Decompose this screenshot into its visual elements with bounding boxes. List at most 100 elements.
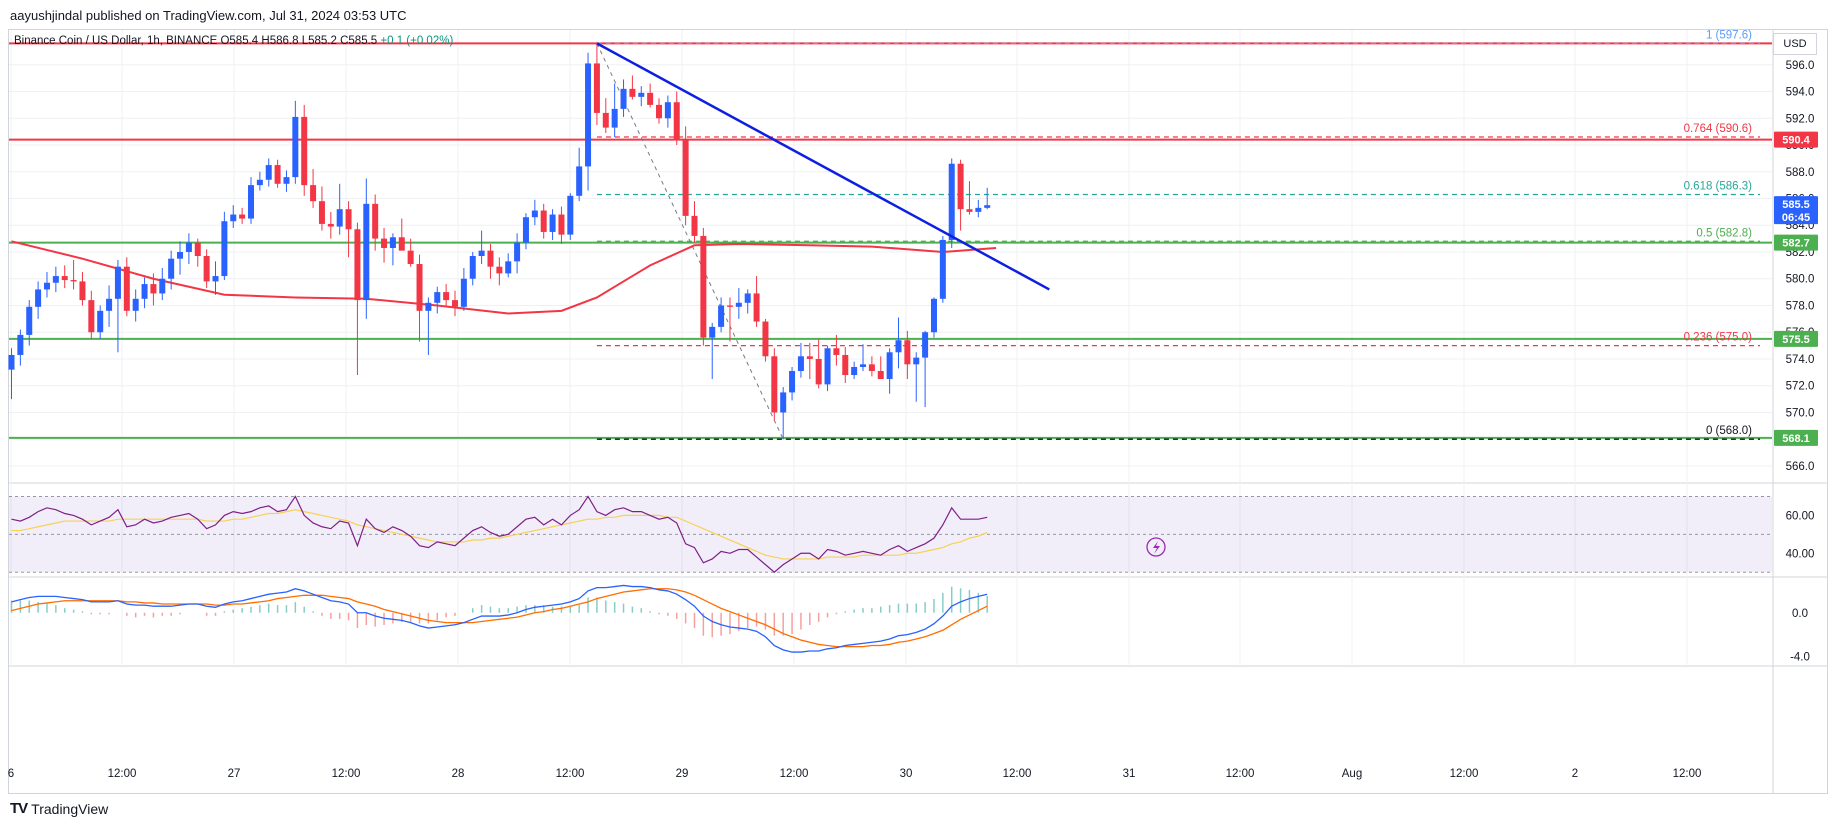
- candle: [833, 334, 840, 366]
- fib-retracement: 1 (597.6) 0.764 (590.6) 0.618 (586.3) 0.5 (…: [596, 29, 1760, 440]
- candle-body: [735, 302, 742, 307]
- candle-body: [531, 210, 538, 218]
- candle-body: [469, 256, 476, 279]
- candle-body: [35, 289, 42, 307]
- tradingview-logo[interactable]: TV TradingView: [10, 800, 108, 817]
- candle-body: [141, 284, 148, 299]
- price-tick-label: 566.0: [1786, 461, 1815, 473]
- price-tag-label: 585.5: [1782, 199, 1810, 211]
- legend-change: +0.1 (+0.02%): [380, 35, 454, 47]
- candle-body: [61, 276, 68, 281]
- time-tick-label: 27: [228, 768, 241, 780]
- candle: [602, 98, 609, 133]
- candle-body: [97, 310, 104, 333]
- candle-body: [780, 392, 787, 413]
- candle: [913, 352, 920, 402]
- candle-body: [425, 302, 432, 311]
- candle: [301, 104, 308, 196]
- candle: [407, 238, 414, 267]
- candle: [35, 281, 42, 319]
- candle: [904, 330, 911, 380]
- price-tick-label: 578.0: [1786, 300, 1815, 312]
- candle-body: [984, 205, 991, 208]
- candle-body: [230, 214, 237, 222]
- candle: [611, 83, 618, 137]
- candle-body: [43, 282, 50, 290]
- candle-body: [833, 348, 840, 355]
- candle-body: [336, 209, 343, 227]
- macd-line: [11, 584, 988, 653]
- price-tag-label: 590.4: [1782, 135, 1810, 147]
- candle-body: [372, 203, 379, 239]
- candle-body: [939, 239, 946, 299]
- bearish-trendline: [596, 42, 1050, 291]
- candle: [549, 209, 556, 240]
- candle-body: [806, 356, 813, 359]
- candle-body: [824, 348, 831, 385]
- candle: [318, 186, 325, 231]
- candle-body: [452, 300, 458, 307]
- candle-body: [948, 163, 955, 240]
- candle-body: [416, 264, 423, 311]
- candle: [966, 181, 973, 215]
- candle: [930, 297, 937, 338]
- price-tag-box: [1774, 330, 1818, 347]
- candle: [593, 43, 600, 125]
- candle-body: [123, 266, 130, 311]
- candle-body: [797, 356, 804, 372]
- candle: [806, 342, 813, 380]
- price-tag: 568.1: [1774, 429, 1818, 446]
- candle: [292, 100, 299, 184]
- lightning-icon: [1146, 537, 1166, 557]
- candle: [691, 201, 698, 243]
- chart-frame: [8, 29, 1828, 794]
- rsi-ma-line: [11, 509, 988, 560]
- time-tick-label: 12:00: [1450, 768, 1479, 780]
- candle-body: [381, 238, 388, 248]
- candle: [939, 235, 946, 303]
- candle: [363, 178, 370, 319]
- candle: [522, 213, 529, 250]
- legend-high: H586.8: [261, 35, 299, 47]
- macd-tick-label: -4.0: [1790, 651, 1810, 663]
- candle: [212, 261, 219, 295]
- candle-body: [185, 242, 192, 252]
- candle-body: [886, 352, 893, 380]
- time-tick-label: 12:00: [780, 768, 809, 780]
- candle: [416, 254, 423, 342]
- rsi-band: [9, 496, 1772, 573]
- time-tick-label: 6: [8, 768, 14, 780]
- pane-backgrounds: [9, 30, 1827, 793]
- trendline: [596, 42, 1166, 557]
- candle-body: [753, 293, 760, 322]
- candle: [17, 329, 24, 366]
- candle-body: [88, 300, 95, 333]
- time-tick-label: 12:00: [1226, 768, 1255, 780]
- candle-body: [558, 214, 565, 235]
- candle-body: [567, 195, 574, 235]
- candle: [79, 272, 86, 306]
- candle: [762, 318, 769, 362]
- time-tick-label: 31: [1123, 768, 1136, 780]
- publisher-caption: aayushjindal published on TradingView.co…: [10, 8, 407, 23]
- tradingview-logo-text: TradingView: [31, 800, 109, 817]
- candle-body: [868, 364, 875, 372]
- currency-button[interactable]: USD: [1773, 33, 1817, 55]
- time-tick-label: 12:00: [1003, 768, 1032, 780]
- candle: [647, 83, 654, 108]
- candle: [718, 297, 725, 333]
- candle-body: [70, 280, 77, 282]
- candle-body: [256, 179, 263, 186]
- candle: [558, 206, 565, 244]
- candle: [434, 286, 441, 314]
- candle-body: [478, 250, 485, 256]
- candle: [780, 387, 787, 440]
- candle-body: [718, 305, 725, 327]
- candle-body: [52, 276, 59, 283]
- candle-body: [771, 356, 778, 413]
- candle: [860, 344, 867, 372]
- candle: [957, 159, 964, 231]
- candle: [478, 230, 485, 265]
- candle-body: [434, 292, 441, 303]
